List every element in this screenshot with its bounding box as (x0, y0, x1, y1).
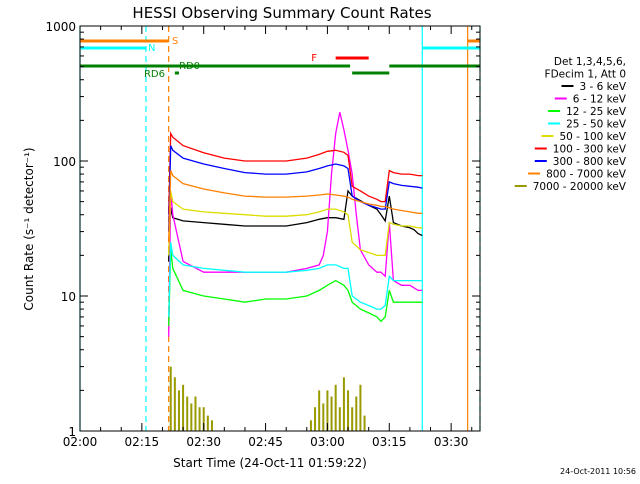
legend-entry-25-50-kev: 25 - 50 keV (566, 119, 627, 131)
line-12-25-kev (168, 249, 423, 326)
legend-entry-7000-20000-kev: 7000 - 20000 keV (533, 181, 627, 193)
annotation-label-s: S (172, 36, 178, 47)
y-tick-label-1000: 1000 (45, 20, 76, 34)
legend-entry-300-800-kev: 300 - 800 keV (553, 156, 627, 168)
legend-entry-6-12-kev: 6 - 12 keV (573, 94, 627, 106)
line-50-100-kev (168, 190, 423, 257)
legend-entry-50-100-kev: 50 - 100 keV (559, 131, 626, 143)
legend-entry-12-25-kev: 12 - 25 keV (566, 106, 627, 118)
x-tick-label-15: 02:15 (125, 435, 160, 449)
x-tick-label-60: 03:00 (310, 435, 345, 449)
series-100-300-kev (168, 130, 423, 215)
series-50-100-kev (168, 190, 423, 257)
x-tick-label-75: 03:15 (372, 435, 407, 449)
y-tick-label-100: 100 (53, 155, 76, 169)
x-tick-label-0: 02:00 (63, 435, 98, 449)
x-tick-label-90: 03:30 (434, 435, 469, 449)
chart-title: HESSI Observing Summary Count Rates (132, 4, 431, 22)
series-7000-20000-kev (169, 366, 366, 431)
series-12-25-kev (168, 249, 423, 326)
line-25-50-kev (168, 242, 423, 317)
annotation-label-n: N (148, 43, 155, 54)
legend-header-1: FDecim 1, Att 0 (545, 69, 626, 81)
y-axis-label: Count Rate (s⁻¹ detector⁻¹) (22, 147, 36, 310)
y-tick-label-10: 10 (61, 290, 76, 304)
line-300-800-kev (168, 145, 423, 232)
x-axis-label: Start Time (24-Oct-11 01:59:22) (173, 456, 367, 470)
series-25-50-kev (168, 242, 423, 317)
y-tick-label-1: 1 (68, 425, 76, 439)
annotation-label-rd0: RD0 (179, 61, 200, 72)
footer-timestamp: 24-Oct-2011 10:56 (560, 467, 636, 476)
annotation-label-f: F (311, 53, 317, 64)
legend-header-0: Det 1,3,4,5,6, (554, 56, 626, 68)
annotation-label-rd6: RD6 (144, 69, 165, 80)
line-800-7000-kev (168, 170, 423, 243)
series-800-7000-kev (168, 170, 423, 243)
x-tick-label-45: 02:45 (248, 435, 283, 449)
x-tick-label-30: 02:30 (186, 435, 221, 449)
legend-entry-100-300-kev: 100 - 300 keV (553, 144, 627, 156)
legend-entry-3-6-kev: 3 - 6 keV (579, 81, 626, 93)
series-300-800-kev (168, 145, 423, 232)
legend-entry-800-7000-kev: 800 - 7000 keV (546, 169, 627, 181)
line-100-300-kev (168, 130, 423, 215)
plot-frame (79, 25, 481, 432)
